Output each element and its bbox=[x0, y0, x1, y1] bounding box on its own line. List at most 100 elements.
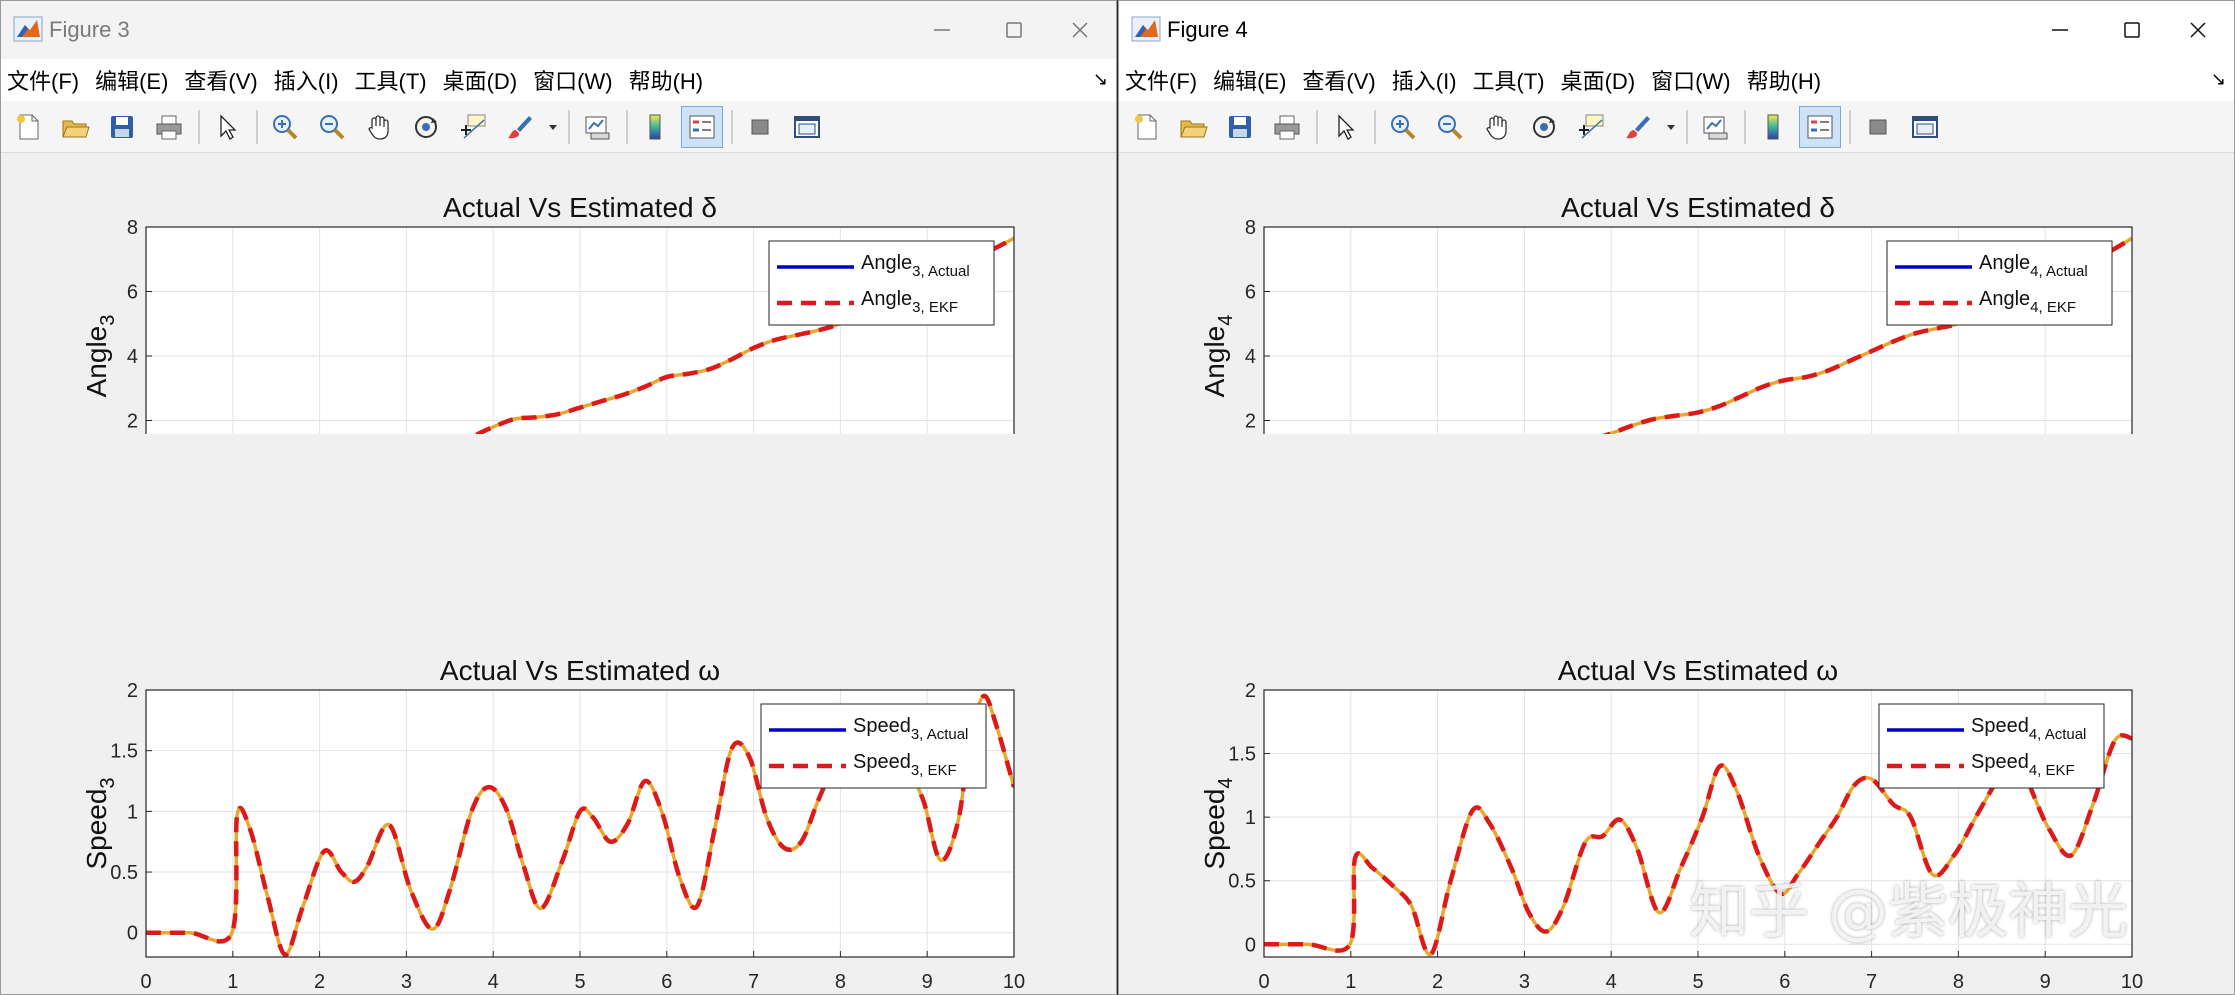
legend: Speed4, Actual Speed4, EKF bbox=[1878, 703, 2105, 789]
new-figure-button[interactable] bbox=[7, 106, 49, 148]
x-tick-label: 8 bbox=[1953, 971, 1964, 993]
open-file-button[interactable] bbox=[1172, 106, 1214, 148]
matlab-icon bbox=[1131, 16, 1161, 42]
menu-tools[interactable]: 工具(T) bbox=[354, 69, 427, 94]
print-button[interactable] bbox=[1266, 106, 1308, 148]
pan-button[interactable] bbox=[358, 106, 400, 148]
close-button[interactable] bbox=[1050, 9, 1110, 51]
zoom-in-button[interactable] bbox=[1382, 106, 1424, 148]
window-title: Figure 3 bbox=[49, 17, 130, 42]
close-button[interactable] bbox=[2168, 9, 2228, 51]
rotate-3d-button[interactable] bbox=[405, 106, 447, 148]
zoom-out-button[interactable] bbox=[1429, 106, 1471, 148]
toolbar-separator bbox=[1316, 109, 1318, 144]
menu-desktop[interactable]: 桌面(D) bbox=[1560, 69, 1636, 94]
show-plot-tools-button[interactable] bbox=[1904, 106, 1946, 148]
plot-layer: 0 1 2 3 4 5 6 7 8 9 10 0 0.5 1 1.5 2 Actual Vs Estimated… bbox=[1199, 655, 2143, 993]
legend-icon bbox=[1807, 115, 1833, 138]
hide-plot-tools-button[interactable] bbox=[739, 106, 781, 148]
menu-help[interactable]: 帮助(H) bbox=[1746, 69, 1822, 94]
menu-tools[interactable]: 工具(T) bbox=[1472, 69, 1545, 94]
y-axis-label: Angle3 bbox=[81, 315, 119, 398]
hide-plot-tools-button[interactable] bbox=[1857, 106, 1899, 148]
title-bar[interactable]: Figure 4 bbox=[1119, 1, 2234, 59]
save-button[interactable] bbox=[1219, 106, 1261, 148]
zoom-in-icon bbox=[273, 114, 298, 139]
x-tick-label: 8 bbox=[835, 971, 846, 993]
minimize-button[interactable] bbox=[912, 9, 972, 51]
zoom-out-button[interactable] bbox=[311, 106, 353, 148]
legend-button[interactable] bbox=[681, 105, 723, 148]
y-axis-label: Angle4 bbox=[1199, 315, 1237, 398]
menu-file[interactable]: 文件(F) bbox=[1125, 69, 1198, 94]
open-folder-icon bbox=[1180, 120, 1208, 137]
y-tick-label: 1 bbox=[127, 801, 138, 823]
print-button[interactable] bbox=[148, 106, 190, 148]
rotate-3d-icon bbox=[415, 115, 437, 138]
menu-file[interactable]: 文件(F) bbox=[7, 69, 80, 94]
dock-arrow-icon[interactable]: ↘ bbox=[2210, 69, 2226, 89]
brush-dropdown-button[interactable] bbox=[1664, 106, 1678, 148]
matlab-icon bbox=[13, 16, 43, 42]
close-icon bbox=[2190, 22, 2206, 38]
x-tick-label: 1 bbox=[1345, 971, 1356, 993]
zoom-in-button[interactable] bbox=[264, 106, 306, 148]
maximize-icon bbox=[1006, 22, 1022, 38]
brush-icon bbox=[508, 115, 532, 138]
speed-plot[interactable]: 0 1 2 3 4 5 6 7 8 9 10 0 0.5 1 1.5 2 Actual Vs Estimated… bbox=[1, 433, 1116, 993]
speed-plot[interactable]: 0 1 2 3 4 5 6 7 8 9 10 0 0.5 1 1.5 2 Actual Vs Estimated… bbox=[1119, 433, 2234, 993]
menu-edit[interactable]: 编辑(E) bbox=[1213, 69, 1287, 94]
menu-edit[interactable]: 编辑(E) bbox=[95, 69, 169, 94]
angle-plot[interactable]: 01234567891002468Actual Vs Estimated δti… bbox=[1, 154, 1116, 434]
edit-plot-button[interactable] bbox=[206, 106, 248, 148]
data-cursor-button[interactable] bbox=[1570, 106, 1612, 148]
plot-title: Actual Vs Estimated δ bbox=[1561, 192, 1835, 223]
link-plot-icon bbox=[1703, 116, 1728, 139]
menu-window[interactable]: 窗口(W) bbox=[533, 69, 613, 94]
x-tick-label: 0 bbox=[1258, 971, 1269, 993]
x-tick-label: 5 bbox=[574, 971, 585, 993]
y-tick-label: 6 bbox=[1245, 282, 1256, 304]
edit-plot-button[interactable] bbox=[1324, 106, 1366, 148]
link-plot-button[interactable] bbox=[576, 106, 618, 148]
brush-button[interactable] bbox=[499, 106, 541, 148]
brush-icon bbox=[1626, 115, 1650, 138]
data-cursor-button[interactable] bbox=[452, 106, 494, 148]
hide-tools-icon bbox=[751, 119, 769, 134]
series-ekf-line bbox=[472, 236, 1014, 434]
new-figure-button[interactable] bbox=[1125, 106, 1167, 148]
angle-plot[interactable]: 01234567891002468Actual Vs Estimated δti… bbox=[1119, 154, 2234, 434]
toolbar-separator bbox=[1744, 109, 1746, 144]
menu-help[interactable]: 帮助(H) bbox=[628, 69, 704, 94]
menu-window[interactable]: 窗口(W) bbox=[1651, 69, 1731, 94]
menu-desktop[interactable]: 桌面(D) bbox=[442, 69, 518, 94]
colorbar-button[interactable] bbox=[1752, 106, 1794, 148]
menu-insert[interactable]: 插入(I) bbox=[273, 69, 339, 94]
y-axis-label: Speed3 bbox=[81, 777, 119, 869]
colorbar-button[interactable] bbox=[634, 106, 676, 148]
pointer-arrow-icon bbox=[1338, 113, 1355, 140]
save-button[interactable] bbox=[101, 106, 143, 148]
brush-button[interactable] bbox=[1617, 106, 1659, 148]
show-plot-tools-button[interactable] bbox=[786, 106, 828, 148]
menu-view[interactable]: 查看(V) bbox=[1302, 69, 1376, 94]
legend-box bbox=[1878, 703, 2105, 789]
link-plot-button[interactable] bbox=[1694, 106, 1736, 148]
y-tick-label: 1 bbox=[1245, 807, 1256, 829]
minimize-button[interactable] bbox=[2030, 9, 2090, 51]
dock-arrow-icon[interactable]: ↘ bbox=[1092, 69, 1108, 89]
brush-dropdown-button[interactable] bbox=[546, 106, 560, 148]
open-file-button[interactable] bbox=[54, 106, 96, 148]
menu-view[interactable]: 查看(V) bbox=[184, 69, 258, 94]
legend-button[interactable] bbox=[1799, 105, 1841, 148]
x-tick-label: 4 bbox=[1606, 971, 1617, 993]
title-bar[interactable]: Figure 3 bbox=[1, 1, 1116, 59]
maximize-button[interactable] bbox=[984, 9, 1044, 51]
menu-insert[interactable]: 插入(I) bbox=[1391, 69, 1457, 94]
x-tick-label: 1 bbox=[227, 971, 238, 993]
maximize-button[interactable] bbox=[2102, 9, 2162, 51]
new-file-icon bbox=[17, 114, 39, 139]
rotate-3d-button[interactable] bbox=[1523, 106, 1565, 148]
x-tick-label: 3 bbox=[401, 971, 412, 993]
pan-button[interactable] bbox=[1476, 106, 1518, 148]
